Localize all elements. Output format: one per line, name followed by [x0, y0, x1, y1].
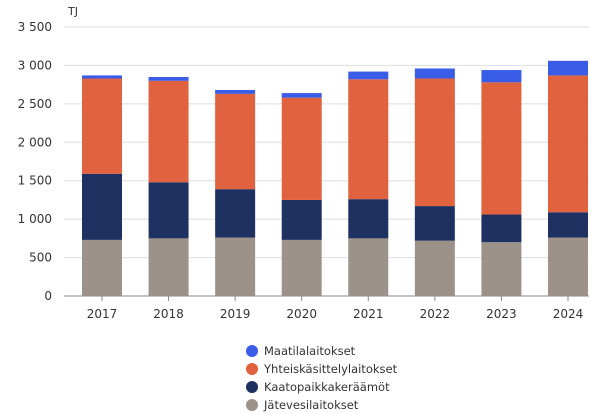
bar-segment — [348, 199, 389, 239]
y-tick-label: 1 000 — [18, 212, 52, 226]
x-tick-label: 2020 — [286, 307, 317, 321]
bar-segment — [215, 90, 256, 94]
bar-segment — [348, 238, 389, 296]
x-tick-label: 2018 — [153, 307, 184, 321]
y-tick-label: 2 000 — [18, 135, 52, 149]
bar-segment — [281, 239, 322, 296]
bar-segment — [348, 79, 389, 200]
legend-item: Kaatopaikkakeräämöt — [246, 378, 397, 396]
bar-segment — [148, 238, 189, 296]
legend-item: Yhteiskäsittelylaitokset — [246, 360, 397, 378]
legend-label: Maatilalaitokset — [264, 344, 356, 358]
y-tick-label: 500 — [29, 251, 52, 265]
bar-segment — [547, 212, 588, 238]
bar-segment — [82, 173, 122, 240]
legend-item: Maatilalaitokset — [246, 342, 397, 360]
bar-segment — [414, 206, 455, 241]
legend-swatch — [246, 363, 258, 375]
unit-label: TJ — [67, 5, 78, 18]
bar-segment — [281, 93, 322, 98]
bar-segment — [481, 242, 522, 296]
bar-segment — [215, 93, 256, 190]
bar-segment — [547, 75, 588, 213]
y-tick-label: 0 — [44, 289, 52, 303]
bar-segment — [481, 82, 522, 215]
bar-segment — [215, 189, 256, 238]
bar-segment — [82, 239, 122, 296]
y-tick-label: 1 500 — [18, 174, 52, 188]
bar-segment — [414, 78, 455, 207]
legend-label: Jätevesilaitokset — [264, 398, 359, 412]
y-axis-ticks: 0 500 1 000 1 500 2 000 2 500 3 000 3 500 — [18, 20, 52, 303]
x-axis-ticks: 2017 2018 2019 2020 2021 2022 2023 2024 — [87, 296, 584, 321]
x-tick-label: 2021 — [353, 307, 384, 321]
y-tick-label: 2 500 — [18, 97, 52, 111]
bar-segment — [215, 237, 256, 296]
x-tick-label: 2022 — [420, 307, 451, 321]
bar-segment — [148, 80, 189, 183]
y-tick-label: 3 500 — [18, 20, 52, 34]
bar-segment — [82, 78, 122, 174]
bar-segment — [348, 71, 389, 80]
y-tick-label: 3 000 — [18, 58, 52, 72]
x-tick-label: 2024 — [553, 307, 584, 321]
bar-segment — [281, 97, 322, 200]
stacked-bar-chart: TJ 0 500 1 000 1 500 2 000 2 500 3 000 3 500 20… — [18, 5, 589, 321]
bar-segment — [82, 75, 122, 79]
legend-swatch — [246, 399, 258, 411]
bar-segment — [547, 60, 588, 76]
bar-segment — [414, 240, 455, 296]
bar-segment — [414, 68, 455, 79]
legend-label: Yhteiskäsittelylaitokset — [264, 362, 398, 376]
legend-swatch — [246, 381, 258, 393]
x-tick-label: 2023 — [486, 307, 517, 321]
legend-swatch — [246, 345, 258, 357]
bar-segment — [481, 70, 522, 83]
bar-segment — [481, 214, 522, 243]
x-tick-label: 2017 — [87, 307, 118, 321]
bar-segment — [148, 76, 189, 81]
legend-label: Kaatopaikkakeräämöt — [264, 380, 390, 394]
x-tick-label: 2019 — [220, 307, 251, 321]
legend-item: Jätevesilaitokset — [246, 396, 397, 414]
bar-segment — [547, 237, 588, 296]
bar-segment — [281, 199, 322, 240]
legend: Maatilalaitokset Yhteiskäsittelylaitokset… — [246, 342, 397, 414]
bar-segment — [148, 182, 189, 239]
bars — [82, 60, 588, 296]
